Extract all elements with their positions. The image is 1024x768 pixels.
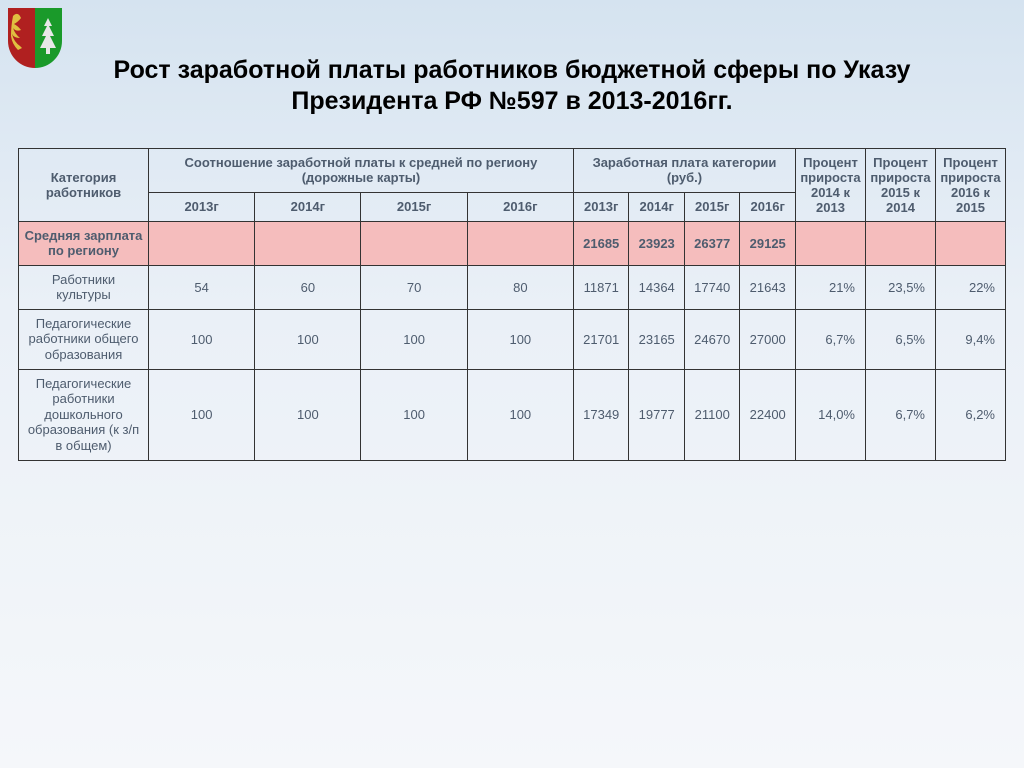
ratio-cell [467,221,573,265]
salary-cell: 17349 [573,369,629,460]
ratio-cell [361,221,467,265]
pct-cell: 14,0% [796,369,866,460]
salary-cell: 27000 [740,309,796,369]
col-pct2: Процент прироста 2015 к 2014 [866,148,936,221]
ratio-cell: 100 [361,309,467,369]
col-salary-2016: 2016г [740,192,796,221]
col-pct1: Процент прироста 2014 к 2013 [796,148,866,221]
salary-cell: 21701 [573,309,629,369]
col-salary: Заработная плата категории (руб.) [573,148,795,192]
salary-growth-table-wrap: Категория работников Соотношение заработ… [0,148,1024,461]
pct-cell: 6,7% [866,369,936,460]
col-ratio-2014: 2014г [255,192,361,221]
pct-cell: 6,2% [936,369,1006,460]
col-salary-2015: 2015г [684,192,740,221]
table-row: Педагогические работники дошкольного обр… [19,369,1006,460]
pct-cell: 21% [796,265,866,309]
pct-cell [796,221,866,265]
ratio-cell: 100 [255,369,361,460]
salary-cell: 17740 [684,265,740,309]
ratio-cell: 54 [149,265,255,309]
salary-cell: 26377 [684,221,740,265]
salary-cell: 23923 [629,221,685,265]
col-salary-2013: 2013г [573,192,629,221]
ratio-cell [255,221,361,265]
ratio-cell: 100 [467,309,573,369]
col-ratio-2015: 2015г [361,192,467,221]
col-ratio-2016: 2016г [467,192,573,221]
salary-cell: 29125 [740,221,796,265]
ratio-cell: 100 [361,369,467,460]
col-pct3: Процент прироста 2016 к 2015 [936,148,1006,221]
pct-cell: 6,5% [866,309,936,369]
ratio-cell: 80 [467,265,573,309]
col-ratio-2013: 2013г [149,192,255,221]
ratio-cell: 100 [255,309,361,369]
ratio-cell [149,221,255,265]
ratio-cell: 100 [149,309,255,369]
ratio-cell: 60 [255,265,361,309]
table-row: Педагогические работники общего образова… [19,309,1006,369]
ratio-cell: 100 [149,369,255,460]
col-ratio: Соотношение заработной платы к средней п… [149,148,574,192]
salary-cell: 21643 [740,265,796,309]
salary-cell: 11871 [573,265,629,309]
salary-cell: 19777 [629,369,685,460]
pct-cell: 23,5% [866,265,936,309]
table-row: Средняя зарплата по региону 2168523923263… [19,221,1006,265]
row-label: Педагогические работники дошкольного обр… [19,369,149,460]
row-label: Работники культуры [19,265,149,309]
ratio-cell: 70 [361,265,467,309]
pct-cell: 22% [936,265,1006,309]
salary-cell: 24670 [684,309,740,369]
salary-cell: 21100 [684,369,740,460]
row-label: Педагогические работники общего образова… [19,309,149,369]
col-salary-2014: 2014г [629,192,685,221]
pct-cell [936,221,1006,265]
salary-cell: 14364 [629,265,685,309]
page-title: Рост заработной платы работников бюджетн… [0,0,1024,148]
ratio-cell: 100 [467,369,573,460]
salary-cell: 23165 [629,309,685,369]
salary-cell: 22400 [740,369,796,460]
col-category: Категория работников [19,148,149,221]
pct-cell: 9,4% [936,309,1006,369]
pct-cell [866,221,936,265]
row-label: Средняя зарплата по региону [19,221,149,265]
table-row: Работники культуры5460708011871143641774… [19,265,1006,309]
pct-cell: 6,7% [796,309,866,369]
region-emblem [8,8,62,76]
salary-cell: 21685 [573,221,629,265]
salary-growth-table: Категория работников Соотношение заработ… [18,148,1006,461]
